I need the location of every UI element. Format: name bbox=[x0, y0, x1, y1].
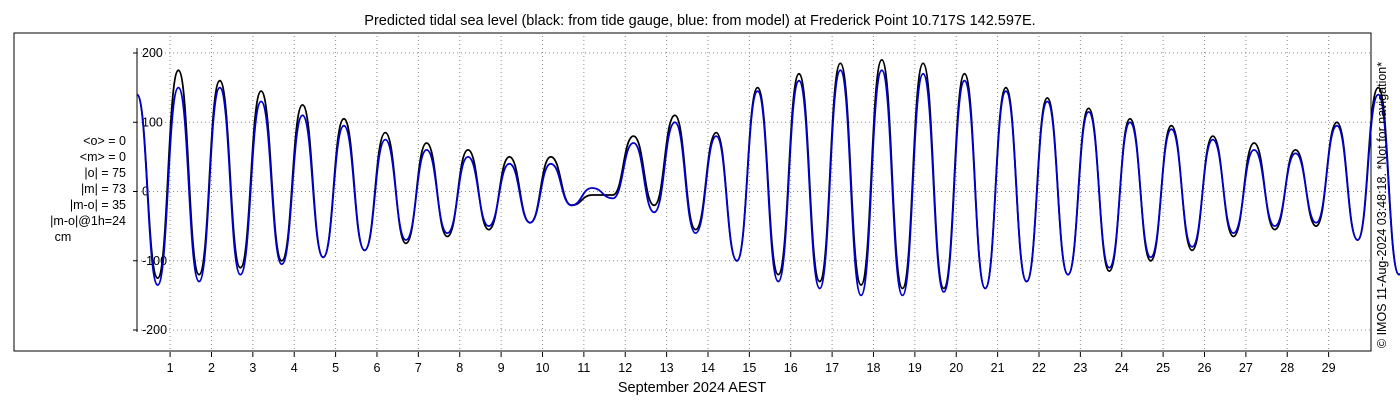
y-tick-label: 100 bbox=[142, 115, 163, 129]
x-tick-label: 18 bbox=[867, 361, 881, 375]
y-tick-label: 200 bbox=[142, 46, 163, 60]
x-tick-label: 16 bbox=[784, 361, 798, 375]
x-tick-label: 7 bbox=[415, 361, 422, 375]
x-tick-label: 21 bbox=[991, 361, 1005, 375]
x-tick-label: 28 bbox=[1280, 361, 1294, 375]
x-tick-label: 13 bbox=[660, 361, 674, 375]
x-tick-label: 11 bbox=[577, 361, 590, 375]
x-tick-label: 20 bbox=[949, 361, 963, 375]
x-tick-label: 6 bbox=[374, 361, 381, 375]
x-tick-label: 2 bbox=[208, 361, 215, 375]
x-tick-label: 1 bbox=[167, 361, 174, 375]
series-model-line bbox=[136, 69, 1400, 297]
stat-mean-observed: <o> = 0 bbox=[83, 134, 126, 148]
y-tick-label: 0 bbox=[142, 185, 149, 199]
x-tick-label: 22 bbox=[1032, 361, 1046, 375]
copyright-text: © IMOS 11-Aug-2024 03:48:18. *Not for na… bbox=[1375, 61, 1389, 349]
x-tick-label: 29 bbox=[1322, 361, 1336, 375]
x-tick-label: 14 bbox=[701, 361, 715, 375]
x-tick-label: 17 bbox=[825, 361, 839, 375]
x-tick-label: 3 bbox=[249, 361, 256, 375]
stat-mean-model: <m> = 0 bbox=[79, 150, 126, 164]
x-tick-label: 15 bbox=[742, 361, 756, 375]
x-tick-label: 25 bbox=[1156, 361, 1170, 375]
x-tick-label: 26 bbox=[1198, 361, 1212, 375]
x-tick-label: 24 bbox=[1115, 361, 1129, 375]
x-tick-label: 19 bbox=[908, 361, 922, 375]
x-tick-label: 4 bbox=[291, 361, 298, 375]
x-tick-label: 27 bbox=[1239, 361, 1253, 375]
stat-abs-diff-1h: |m-o|@1h=24 bbox=[50, 214, 126, 228]
x-tick-label: 12 bbox=[618, 361, 632, 375]
stat-unit: cm bbox=[54, 230, 72, 244]
y-tick-label: -100 bbox=[142, 254, 167, 268]
x-tick-label: 8 bbox=[456, 361, 463, 375]
stat-abs-diff: |m-o| = 35 bbox=[69, 198, 126, 212]
chart-title: Predicted tidal sea level (black: from t… bbox=[364, 13, 1035, 29]
y-tick-label: -200 bbox=[142, 323, 167, 337]
x-tick-label: 9 bbox=[498, 361, 505, 375]
x-axis-label: September 2024 AEST bbox=[618, 380, 766, 396]
stat-abs-model: |m| = 73 bbox=[80, 182, 126, 196]
statistics-panel: <o> = 0 <m> = 0 |o| = 75 |m| = 73 |m-o| … bbox=[8, 133, 126, 245]
stat-abs-observed: |o| = 75 bbox=[84, 166, 126, 180]
x-tick-label: 10 bbox=[536, 361, 550, 375]
x-tick-label: 23 bbox=[1073, 361, 1087, 375]
x-tick-label: 5 bbox=[332, 361, 339, 375]
outer-frame bbox=[13, 32, 1372, 352]
